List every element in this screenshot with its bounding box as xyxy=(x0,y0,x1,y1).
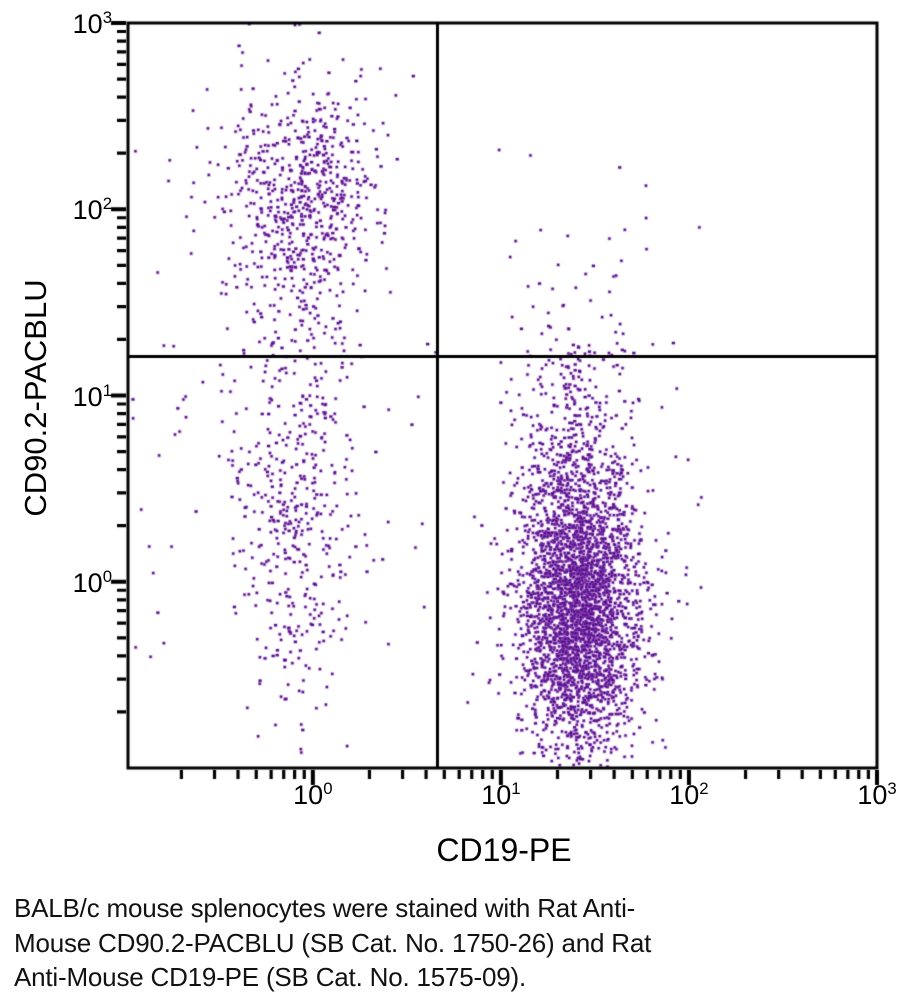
y-tick-label-10e1: 101 xyxy=(72,380,112,412)
x-tick-label-10e3: 103 xyxy=(857,779,897,810)
caption-line-1: BALB/c mouse splenocytes were stained wi… xyxy=(14,893,636,923)
x-axis-title: CD19-PE xyxy=(436,832,572,868)
y-tick-label-10e2: 102 xyxy=(72,194,112,226)
x-tick-label-10e2: 102 xyxy=(669,779,709,810)
caption-line-3: Anti-Mouse CD19-PE (SB Cat. No. 1575-09)… xyxy=(14,962,527,992)
caption-line-2: Mouse CD90.2-PACBLU (SB Cat. No. 1750-26… xyxy=(14,927,652,958)
x-tick-label-10e0: 100 xyxy=(293,779,333,810)
y-axis-title: CD90.2-PACBLU xyxy=(18,279,53,517)
figure-caption: BALB/c mouse splenocytes were stained wi… xyxy=(14,891,900,995)
y-tick-label-10e0: 100 xyxy=(72,566,112,598)
y-tick-label-10e3: 103 xyxy=(72,8,112,39)
scatter-plot-canvas xyxy=(0,0,906,880)
x-tick-label-10e1: 101 xyxy=(481,779,521,810)
